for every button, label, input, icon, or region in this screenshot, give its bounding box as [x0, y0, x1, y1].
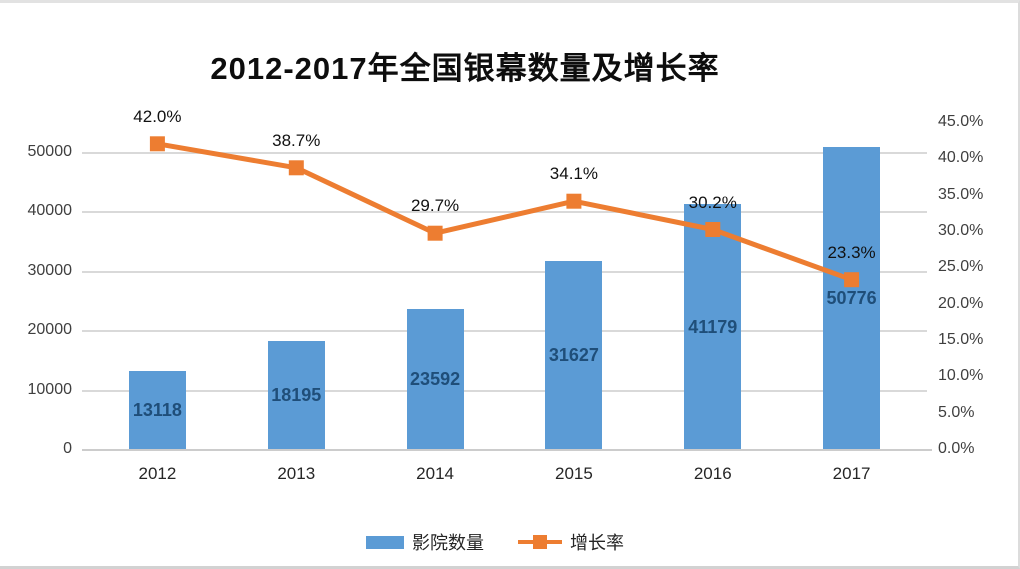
- plot-area: [88, 122, 921, 449]
- gridline: [82, 330, 927, 333]
- x-axis-label: 2017: [832, 464, 871, 483]
- legend-label-bar: 影院数量: [412, 533, 484, 553]
- y-axis-left-label: 20000: [27, 321, 73, 339]
- line-marker-icon: [566, 193, 582, 209]
- line-point-label: 34.1%: [549, 164, 598, 184]
- bar-value-label: 13118: [132, 400, 182, 420]
- y-axis-left-label: 50000: [27, 142, 73, 160]
- x-axis-label: 2016: [693, 464, 732, 483]
- bar-series-swatch-icon: [366, 535, 404, 549]
- y-axis-right-label: 0.0%: [938, 440, 975, 457]
- y-axis-right-label: 25.0%: [938, 258, 984, 276]
- y-axis-right-label: 30.0%: [938, 222, 984, 239]
- line-point-label: 42.0%: [133, 106, 182, 126]
- line-series-svg: [149, 136, 860, 288]
- line-path: [154, 141, 855, 283]
- line-marker-icon: [705, 222, 721, 237]
- x-axis-label: 2014: [416, 464, 454, 483]
- line-point-label: 29.7%: [410, 196, 460, 216]
- line-point-label: 23.3%: [827, 242, 876, 262]
- gridline: [82, 270, 927, 273]
- bar: [128, 371, 186, 449]
- y-axis-left-label: 40000: [27, 202, 73, 220]
- line-swatch-marker: [533, 535, 547, 549]
- line-series-swatch-icon: [518, 535, 562, 549]
- y-axis-left-label: 0: [63, 440, 72, 457]
- legend-item-line: 增长率: [518, 529, 624, 555]
- legend: 影院数量 增长率: [0, 529, 990, 555]
- line-point-label: 30.2%: [688, 192, 737, 212]
- chart-title: 2012-2017年全国银幕数量及增长率: [210, 51, 720, 86]
- y-axis-left-label: 30000: [27, 261, 73, 279]
- x-axis-label: 2013: [277, 464, 316, 483]
- gridline: [82, 211, 927, 214]
- y-axis-right-label: 5.0%: [938, 403, 975, 421]
- y-axis-right-label: 40.0%: [938, 149, 984, 167]
- bar: [406, 308, 464, 449]
- line-marker-icon: [427, 225, 443, 241]
- y-axis-right-label: 45.0%: [938, 113, 984, 130]
- x-axis-label: 2012: [138, 464, 177, 483]
- line-marker-icon: [149, 136, 165, 152]
- line-point-label: 38.7%: [272, 130, 321, 150]
- bar: [684, 204, 742, 449]
- gridline: [82, 389, 927, 392]
- line-marker-icon: [288, 160, 304, 176]
- y-axis-right-label: 15.0%: [938, 331, 984, 348]
- legend-item-bar: 影院数量: [366, 529, 484, 555]
- x-axis-line: [82, 449, 932, 451]
- bar-value-label: 31627: [548, 344, 599, 365]
- bar-value-label: 41179: [688, 316, 738, 337]
- y-axis-left-label: 10000: [27, 380, 73, 398]
- gridline: [82, 151, 927, 154]
- line-marker-icon: [844, 272, 860, 288]
- bar: [545, 260, 603, 449]
- y-axis-right-label: 20.0%: [938, 294, 984, 312]
- bar-value-label: 23592: [410, 368, 461, 389]
- y-axis-right-label: 35.0%: [938, 185, 984, 203]
- y-axis-right-label: 10.0%: [938, 367, 984, 385]
- bar: [823, 147, 881, 449]
- legend-label-line: 增长率: [570, 533, 624, 553]
- bar: [267, 340, 325, 449]
- x-axis-label: 2015: [554, 464, 593, 483]
- bar-value-label: 18195: [271, 384, 322, 405]
- bar-value-label: 50776: [826, 288, 877, 309]
